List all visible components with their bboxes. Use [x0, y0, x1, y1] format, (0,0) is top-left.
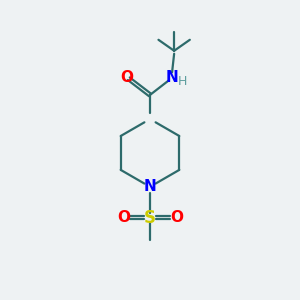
Text: O: O: [117, 210, 130, 225]
Text: O: O: [120, 70, 133, 85]
Text: H: H: [178, 75, 187, 88]
Text: S: S: [144, 209, 156, 227]
Text: N: N: [144, 179, 156, 194]
Text: O: O: [170, 210, 183, 225]
Text: N: N: [165, 70, 178, 85]
